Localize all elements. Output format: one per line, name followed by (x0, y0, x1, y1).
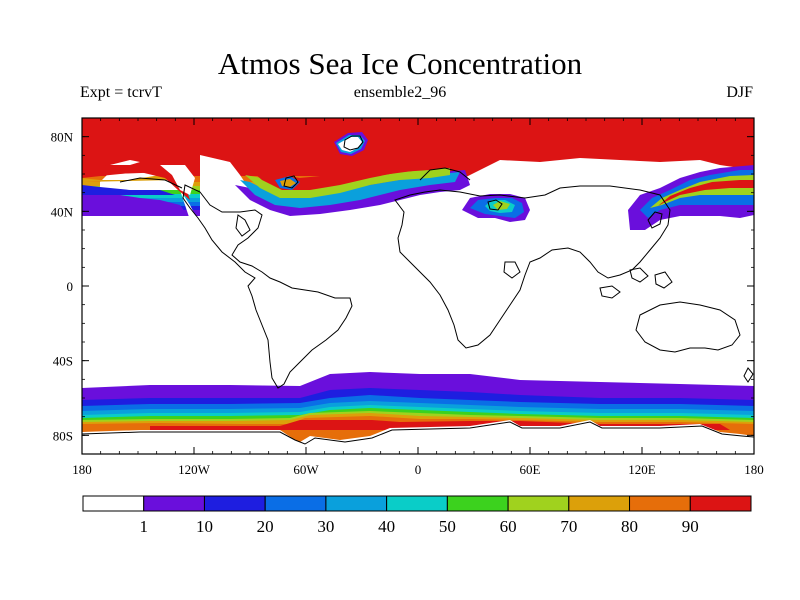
colorbar-label: 70 (560, 517, 577, 536)
coastlines (82, 135, 754, 445)
colorbar-box (446, 495, 509, 512)
lon-tick-label: 180 (744, 462, 764, 477)
lon-tick-label: 60E (520, 462, 541, 477)
colorbar-label: 20 (257, 517, 274, 536)
longitude-axis: 180 120W 60W 0 60E 120E 180 (72, 118, 764, 477)
season-label: DJF (726, 84, 753, 101)
chart-title: Atmos Sea Ice Concentration (217, 46, 583, 81)
colorbar-box (203, 495, 266, 512)
lon-tick-label: 120W (178, 462, 211, 477)
colorbar-label: 40 (378, 517, 395, 536)
colorbar-box (689, 495, 752, 512)
ensemble-label: ensemble2_96 (353, 84, 447, 101)
colorbar-box (386, 495, 448, 512)
latitude-axis: 80N 40N 0 40S 80S (51, 117, 754, 455)
lon-tick-label: 120E (628, 462, 656, 477)
colorbar: 1 10 20 30 40 50 60 70 80 90 (82, 495, 752, 536)
colorbar-label: 50 (439, 517, 456, 536)
lon-tick-label: 60W (293, 462, 319, 477)
lat-tick-label: 80N (51, 130, 74, 145)
colorbar-label: 30 (317, 517, 334, 536)
colorbar-box (82, 495, 145, 512)
colorbar-label: 10 (196, 517, 213, 536)
colorbar-label: 1 (139, 517, 148, 536)
lon-tick-label: 0 (415, 462, 422, 477)
colorbar-label: 90 (682, 517, 699, 536)
colorbar-label: 60 (500, 517, 517, 536)
arctic-ice-bands (82, 118, 754, 230)
colorbar-box (325, 495, 388, 512)
lon-tick-label: 180 (72, 462, 92, 477)
ice-field (82, 118, 754, 454)
colorbar-label: 80 (621, 517, 638, 536)
colorbar-box (264, 495, 327, 512)
experiment-label: Expt = tcrvT (80, 84, 162, 101)
colorbar-box (507, 495, 570, 512)
lat-tick-label: 0 (67, 279, 74, 294)
lat-tick-label: 40N (51, 204, 74, 219)
colorbar-box (629, 495, 691, 512)
colorbar-box (568, 495, 631, 512)
colorbar-box (143, 495, 205, 512)
lat-tick-label: 40S (53, 354, 73, 369)
lat-tick-label: 80S (53, 428, 73, 443)
